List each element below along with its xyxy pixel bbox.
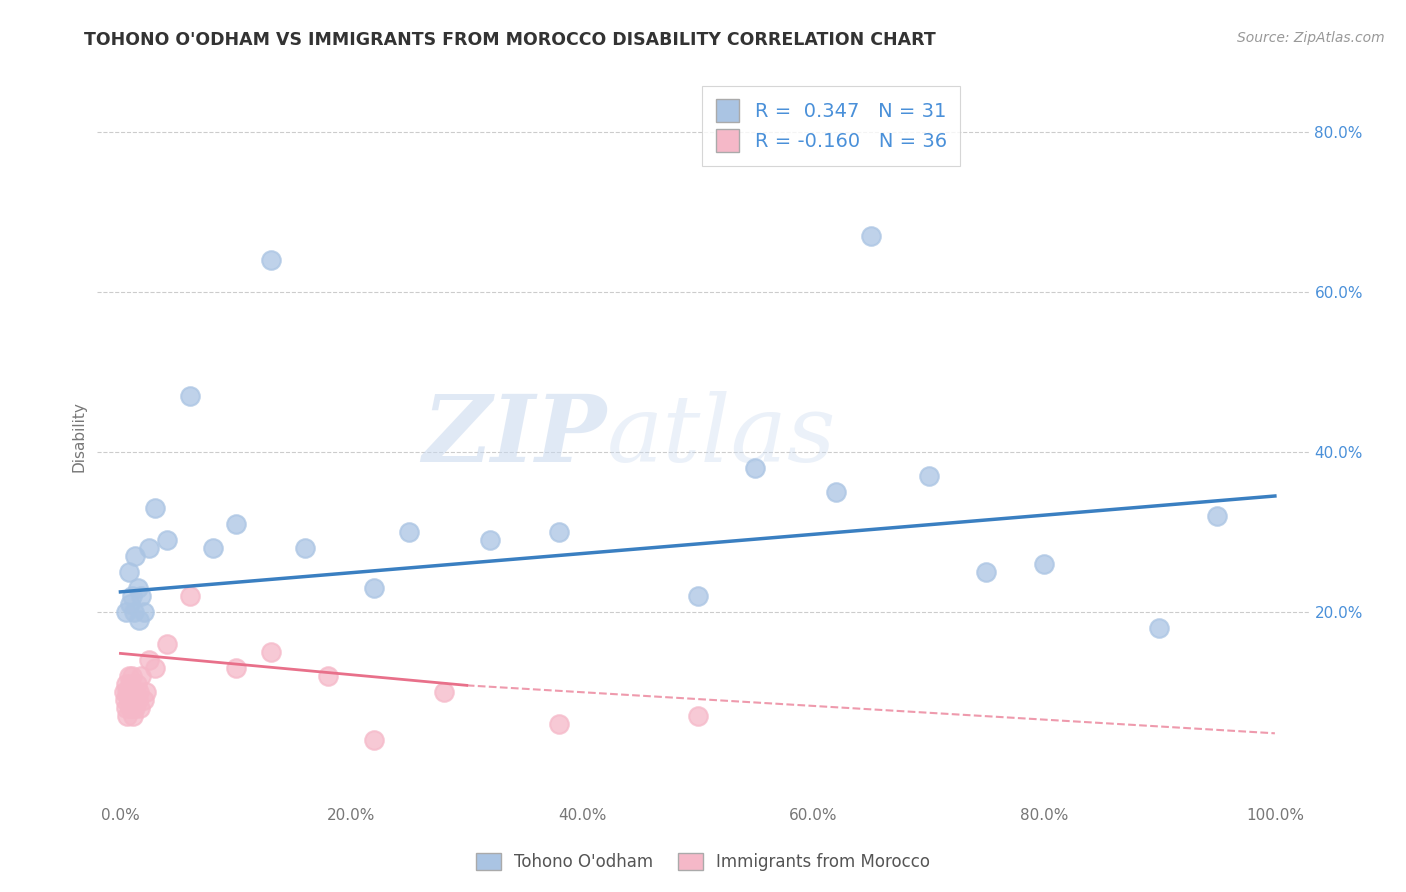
Point [156, 637, 179, 651]
Point [121, 589, 143, 603]
Point [132, 605, 155, 619]
Point [117, 669, 139, 683]
Point [156, 533, 179, 547]
Point [1149, 621, 1171, 635]
Point [132, 692, 155, 706]
Point [294, 541, 316, 555]
Point [225, 661, 247, 675]
Point [117, 708, 139, 723]
Point [124, 685, 146, 699]
Point [122, 692, 145, 706]
Point [259, 645, 281, 659]
Point [363, 581, 385, 595]
Point [548, 716, 571, 731]
Point [363, 732, 385, 747]
Point [115, 677, 138, 691]
Point [127, 581, 149, 595]
Point [138, 653, 160, 667]
Legend: Tohono O'odham, Immigrants from Morocco: Tohono O'odham, Immigrants from Morocco [467, 845, 939, 880]
Y-axis label: Disability: Disability [72, 401, 86, 472]
Point [117, 692, 139, 706]
Point [135, 685, 157, 699]
Point [825, 485, 848, 500]
Legend: R =  0.347   N = 31, R = -0.160   N = 36: R = 0.347 N = 31, R = -0.160 N = 36 [702, 86, 960, 166]
Point [974, 565, 997, 579]
Point [115, 605, 138, 619]
Text: ZIP: ZIP [422, 391, 606, 481]
Point [129, 669, 152, 683]
Point [117, 685, 139, 699]
Point [129, 589, 152, 603]
Point [398, 524, 420, 539]
Point [118, 677, 141, 691]
Point [316, 669, 339, 683]
Point [201, 541, 224, 555]
Point [225, 516, 247, 531]
Point [138, 541, 160, 555]
Point [744, 461, 766, 475]
Point [118, 700, 141, 714]
Point [686, 589, 709, 603]
Point [917, 469, 939, 483]
Text: TOHONO O'ODHAM VS IMMIGRANTS FROM MOROCCO DISABILITY CORRELATION CHART: TOHONO O'ODHAM VS IMMIGRANTS FROM MOROCC… [84, 31, 936, 49]
Point [1033, 557, 1056, 571]
Point [121, 669, 143, 683]
Point [124, 605, 146, 619]
Point [118, 597, 141, 611]
Point [1206, 508, 1229, 523]
Point [117, 565, 139, 579]
Point [548, 524, 571, 539]
Point [859, 229, 882, 244]
Point [122, 708, 145, 723]
Point [686, 708, 709, 723]
Point [433, 685, 456, 699]
Text: Source: ZipAtlas.com: Source: ZipAtlas.com [1237, 31, 1385, 45]
Point [128, 685, 150, 699]
Point [259, 253, 281, 268]
Point [124, 700, 146, 714]
Point [115, 700, 138, 714]
Point [114, 692, 136, 706]
Point [121, 700, 143, 714]
Point [143, 661, 166, 675]
Point [143, 500, 166, 515]
Point [125, 677, 148, 691]
Point [124, 549, 146, 563]
Point [478, 533, 501, 547]
Point [127, 692, 149, 706]
Point [179, 389, 201, 403]
Point [128, 613, 150, 627]
Point [120, 692, 142, 706]
Text: atlas: atlas [606, 391, 837, 481]
Point [179, 589, 201, 603]
Point [120, 685, 142, 699]
Point [129, 700, 152, 714]
Point [112, 685, 135, 699]
